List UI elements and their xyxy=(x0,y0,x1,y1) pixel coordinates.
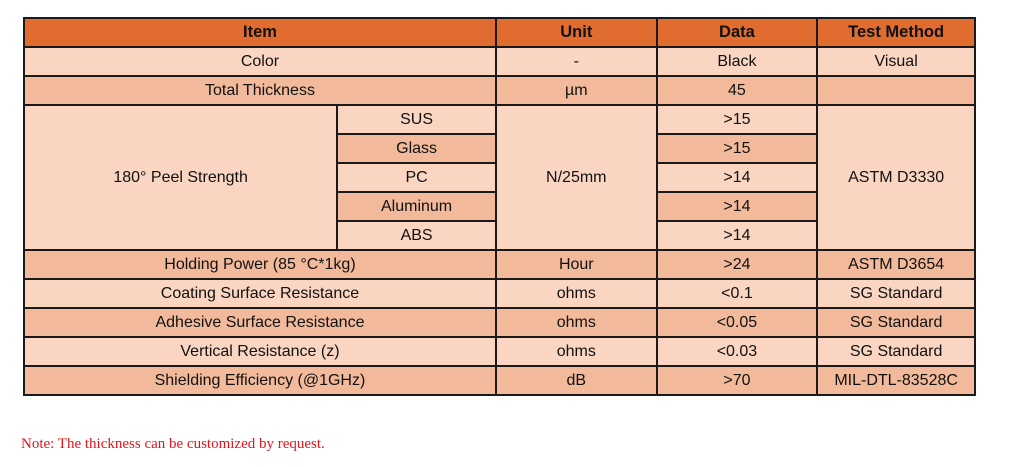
cell-unit: µm xyxy=(494,75,658,106)
cell-item: Shielding Efficiency (@1GHz) xyxy=(23,365,497,396)
cell-unit: ohms xyxy=(494,307,658,338)
cell-item: Adhesive Surface Resistance xyxy=(23,307,497,338)
cell-data: >14 xyxy=(655,162,819,193)
cell-method: Visual xyxy=(816,46,976,77)
cell-data: <0.03 xyxy=(655,336,819,367)
table-row: ABS >14 xyxy=(24,220,975,251)
cell-item: Total Thickness xyxy=(23,75,497,106)
cell-method: SG Standard xyxy=(816,278,976,309)
cell-data: >70 xyxy=(655,365,819,396)
cell-item: 180° Peel Strength xyxy=(22,104,339,251)
cell-method xyxy=(816,75,976,106)
cell-substrate: SUS xyxy=(336,104,497,135)
cell-data: >15 xyxy=(655,133,819,164)
cell-data: >15 xyxy=(655,104,819,135)
header-unit: Unit xyxy=(494,17,658,48)
cell-unit: ohms xyxy=(494,336,658,367)
table-row: Total Thickness µm 45 xyxy=(23,75,976,106)
cell-data: 45 xyxy=(655,75,819,106)
table-row: 180° Peel Strength SUS N/25mm >15 ASTM D… xyxy=(22,104,976,251)
header-row: Item Unit Data Test Method xyxy=(23,17,976,48)
cell-item: Color xyxy=(23,46,497,77)
cell-method: ASTM D3654 xyxy=(816,249,976,280)
cell-unit: N/25mm xyxy=(494,104,658,251)
cell-unit: Hour xyxy=(494,249,658,280)
cell-unit: dB xyxy=(494,365,658,396)
cell-method: ASTM D3330 xyxy=(816,104,976,251)
cell-data: >24 xyxy=(655,249,819,280)
spec-table: Item Unit Data Test Method Color - Black… xyxy=(22,17,976,396)
cell-data: <0.1 xyxy=(655,278,819,309)
table-row: Color - Black Visual xyxy=(23,46,976,77)
cell-substrate: ABS xyxy=(336,220,497,251)
cell-item: Vertical Resistance (z) xyxy=(23,336,497,367)
table-row: Shielding Efficiency (@1GHz) dB >70 MIL-… xyxy=(23,365,976,396)
header-item: Item xyxy=(23,17,497,48)
table-row: Adhesive Surface Resistance ohms <0.05 S… xyxy=(23,307,976,338)
cell-method: MIL-DTL-83528C xyxy=(816,365,976,396)
table-row: Holding Power (85 °C*1kg) Hour >24 ASTM … xyxy=(23,249,976,280)
cell-item: Holding Power (85 °C*1kg) xyxy=(23,249,497,280)
cell-item: Coating Surface Resistance xyxy=(23,278,497,309)
cell-data: <0.05 xyxy=(655,307,819,338)
header-data: Data xyxy=(655,17,819,48)
table-row: Vertical Resistance (z) ohms <0.03 SG St… xyxy=(23,336,976,367)
cell-method: SG Standard xyxy=(816,336,976,367)
cell-unit: - xyxy=(494,46,658,77)
cell-data: >14 xyxy=(655,191,819,222)
table-row: Aluminum >14 xyxy=(24,191,975,222)
cell-data: >14 xyxy=(655,220,819,251)
cell-substrate: Aluminum xyxy=(336,191,497,222)
footnote: Note: The thickness can be customized by… xyxy=(21,436,325,452)
cell-data: Black xyxy=(655,46,819,77)
cell-substrate: Glass xyxy=(336,133,497,164)
cell-method: SG Standard xyxy=(816,307,976,338)
header-method: Test Method xyxy=(816,17,976,48)
table-row: PC >14 xyxy=(24,162,975,193)
cell-substrate: PC xyxy=(336,162,497,193)
cell-unit: ohms xyxy=(494,278,658,309)
table-row: Coating Surface Resistance ohms <0.1 SG … xyxy=(23,278,976,309)
table-row: Glass >15 xyxy=(24,133,975,164)
